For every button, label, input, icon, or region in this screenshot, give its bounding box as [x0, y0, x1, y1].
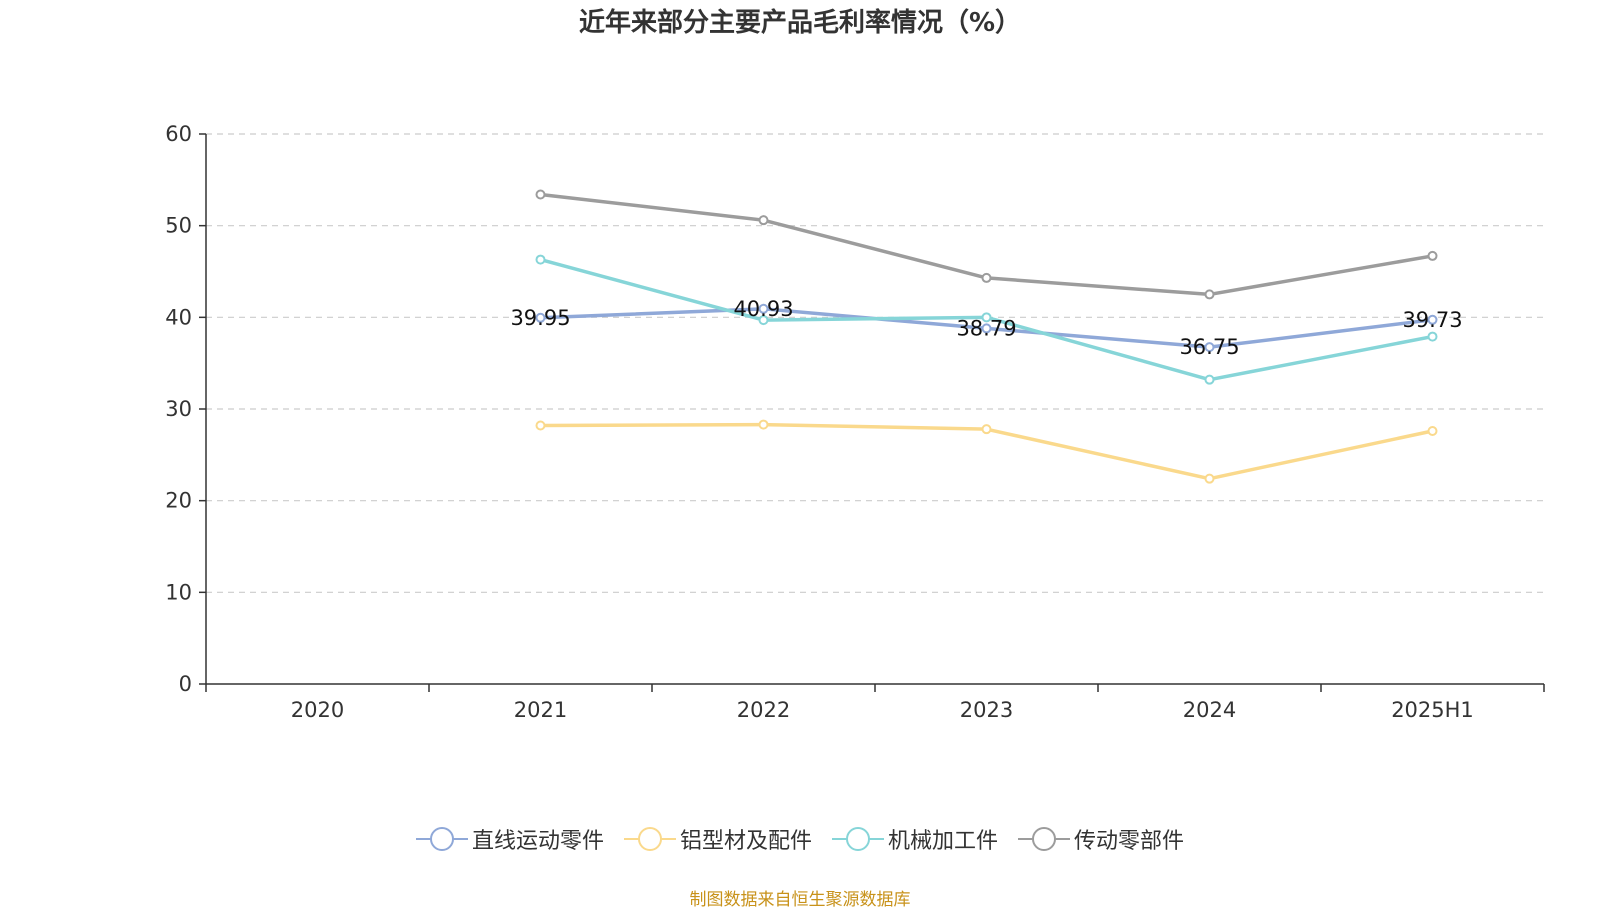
- legend-label: 机械加工件: [888, 829, 999, 854]
- data-point: [1204, 374, 1215, 385]
- legend-item[interactable]: 机械加工件: [832, 823, 998, 855]
- y-tick-label: 20: [165, 489, 192, 513]
- data-point: [1427, 250, 1438, 261]
- y-tick-label: 60: [165, 122, 192, 146]
- legend-item[interactable]: 传动零部件: [1018, 823, 1184, 855]
- data-point: [758, 315, 769, 326]
- x-tick-label: 2025H1: [1391, 698, 1474, 722]
- legend-item[interactable]: 直线运动零件: [415, 823, 604, 855]
- y-tick-label: 40: [165, 305, 192, 329]
- legend-item[interactable]: 铝型材及配件: [623, 823, 812, 855]
- legend-marker-icon: [415, 827, 468, 851]
- data-point: [758, 303, 769, 314]
- data-label: 39.95: [510, 306, 570, 330]
- x-tick-label: 2022: [737, 698, 790, 722]
- data-label: 36.75: [1179, 335, 1239, 359]
- legend: 直线运动零件 铝型材及配件 机械加工件 传动零部件: [0, 823, 1600, 855]
- data-point: [1427, 426, 1438, 436]
- legend-label: 传动零部件: [1074, 829, 1185, 854]
- axes: 0 10 20 30 40 50 60 2020 2021 2022 2023 2024 2025H1: [165, 122, 1545, 722]
- data-point: [1427, 314, 1438, 325]
- data-point: [1427, 331, 1438, 342]
- data-point: [981, 272, 992, 283]
- series: [535, 189, 1438, 484]
- data-point: [535, 312, 546, 323]
- legend-label: 直线运动零件: [471, 829, 604, 854]
- data-label: 39.73: [1402, 308, 1462, 332]
- data-point: [1204, 473, 1215, 484]
- gridlines: [206, 133, 1544, 593]
- chart-title: 近年来部分主要产品毛利率情况（%）: [578, 8, 1022, 38]
- y-tick-label: 50: [165, 214, 192, 238]
- x-tick-label: 2020: [291, 698, 344, 722]
- x-tick-label: 2021: [514, 698, 567, 722]
- data-point: [981, 424, 992, 435]
- legend-label: 铝型材及配件: [679, 829, 812, 854]
- data-point: [758, 419, 769, 430]
- y-tick-label: 30: [165, 397, 192, 421]
- data-point: [535, 189, 546, 200]
- legend-marker-icon: [1018, 827, 1071, 851]
- source-note: 制图数据来自恒生聚源数据库: [689, 890, 911, 910]
- y-tick-label: 0: [179, 672, 192, 696]
- data-point: [535, 420, 546, 431]
- data-point: [535, 254, 546, 265]
- x-tick-label: 2024: [1183, 698, 1236, 722]
- data-label: 38.79: [956, 316, 1016, 340]
- x-tick-label: 2023: [960, 698, 1013, 722]
- data-labels: 39.95 40.93 38.79 36.75 39.73: [510, 297, 1462, 359]
- data-point: [981, 312, 992, 323]
- data-point: [981, 323, 992, 334]
- data-point: [758, 215, 769, 226]
- y-tick-label: 10: [165, 580, 192, 604]
- legend-marker-icon: [623, 827, 676, 851]
- data-label: 40.93: [733, 297, 793, 321]
- data-point: [1204, 289, 1215, 300]
- data-point: [1204, 342, 1215, 353]
- legend-marker-icon: [832, 827, 884, 851]
